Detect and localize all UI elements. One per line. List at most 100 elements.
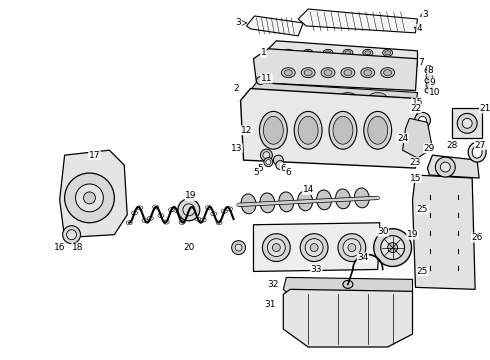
- Ellipse shape: [365, 51, 371, 55]
- Ellipse shape: [205, 206, 212, 210]
- Ellipse shape: [285, 51, 291, 55]
- Ellipse shape: [301, 68, 315, 78]
- Text: 7: 7: [418, 58, 424, 67]
- Text: 4: 4: [416, 24, 422, 33]
- Ellipse shape: [283, 49, 293, 56]
- Ellipse shape: [323, 49, 333, 56]
- Text: 9: 9: [430, 78, 435, 87]
- Ellipse shape: [279, 192, 294, 212]
- Ellipse shape: [303, 49, 313, 56]
- Polygon shape: [241, 89, 417, 168]
- Ellipse shape: [336, 189, 350, 209]
- Polygon shape: [403, 118, 432, 158]
- Ellipse shape: [304, 70, 312, 76]
- Ellipse shape: [441, 162, 450, 172]
- Ellipse shape: [200, 218, 206, 222]
- Ellipse shape: [158, 214, 164, 218]
- Text: 19: 19: [185, 192, 196, 201]
- Ellipse shape: [436, 157, 455, 177]
- Ellipse shape: [381, 68, 394, 78]
- Ellipse shape: [261, 149, 272, 161]
- Ellipse shape: [300, 234, 328, 261]
- Ellipse shape: [343, 49, 353, 56]
- Ellipse shape: [174, 208, 180, 212]
- Ellipse shape: [462, 118, 472, 128]
- Ellipse shape: [241, 194, 256, 214]
- Ellipse shape: [341, 68, 355, 78]
- Ellipse shape: [126, 221, 132, 225]
- Polygon shape: [298, 9, 417, 33]
- Ellipse shape: [211, 212, 217, 216]
- Text: 18: 18: [72, 243, 83, 252]
- Polygon shape: [253, 49, 417, 90]
- Text: 25: 25: [417, 205, 428, 214]
- Text: 1: 1: [261, 48, 266, 57]
- Text: 14: 14: [302, 185, 314, 194]
- Ellipse shape: [216, 221, 222, 225]
- Ellipse shape: [178, 199, 200, 221]
- Ellipse shape: [305, 51, 311, 55]
- Ellipse shape: [383, 49, 392, 56]
- Ellipse shape: [281, 68, 295, 78]
- Ellipse shape: [259, 111, 287, 149]
- Ellipse shape: [137, 206, 143, 210]
- Ellipse shape: [272, 244, 280, 252]
- Ellipse shape: [364, 70, 372, 76]
- Ellipse shape: [256, 77, 265, 85]
- Ellipse shape: [426, 73, 433, 80]
- Ellipse shape: [310, 244, 318, 252]
- Ellipse shape: [345, 51, 351, 55]
- Ellipse shape: [298, 116, 318, 144]
- Text: 30: 30: [377, 227, 389, 236]
- Polygon shape: [253, 223, 380, 271]
- Ellipse shape: [298, 191, 313, 211]
- Text: 2: 2: [234, 84, 240, 93]
- Text: 15: 15: [410, 174, 421, 183]
- Ellipse shape: [361, 68, 375, 78]
- Text: 27: 27: [474, 141, 486, 150]
- Ellipse shape: [384, 70, 392, 76]
- Polygon shape: [60, 150, 127, 238]
- Text: 24: 24: [397, 134, 408, 143]
- Ellipse shape: [363, 49, 373, 56]
- Ellipse shape: [305, 239, 323, 257]
- Polygon shape: [248, 82, 417, 108]
- Ellipse shape: [329, 111, 357, 149]
- Ellipse shape: [227, 207, 233, 211]
- Text: 15: 15: [412, 98, 423, 107]
- Text: 6: 6: [285, 167, 291, 176]
- Ellipse shape: [276, 161, 285, 170]
- Ellipse shape: [348, 244, 356, 252]
- Text: 17: 17: [89, 150, 100, 159]
- Ellipse shape: [184, 213, 190, 217]
- Ellipse shape: [268, 239, 285, 257]
- Text: 32: 32: [268, 280, 279, 289]
- Ellipse shape: [425, 68, 430, 73]
- Ellipse shape: [364, 111, 392, 149]
- Ellipse shape: [369, 93, 387, 103]
- Text: 5: 5: [258, 163, 263, 172]
- Text: 22: 22: [410, 104, 421, 113]
- Ellipse shape: [65, 173, 114, 223]
- Ellipse shape: [317, 190, 332, 210]
- Text: 10: 10: [429, 88, 440, 97]
- Ellipse shape: [415, 112, 430, 128]
- Text: 5: 5: [254, 167, 259, 176]
- Text: 31: 31: [265, 300, 276, 309]
- Text: 21: 21: [479, 104, 490, 113]
- Polygon shape: [246, 16, 303, 36]
- Ellipse shape: [131, 211, 138, 215]
- Ellipse shape: [195, 217, 201, 221]
- Text: 12: 12: [241, 126, 252, 135]
- Ellipse shape: [63, 226, 80, 244]
- Ellipse shape: [425, 78, 430, 83]
- Ellipse shape: [264, 158, 273, 167]
- Ellipse shape: [142, 219, 148, 222]
- Ellipse shape: [385, 51, 391, 55]
- Polygon shape: [283, 278, 413, 292]
- Ellipse shape: [266, 159, 271, 165]
- Ellipse shape: [388, 243, 397, 253]
- Ellipse shape: [263, 234, 290, 261]
- Ellipse shape: [426, 82, 433, 89]
- Ellipse shape: [354, 188, 369, 208]
